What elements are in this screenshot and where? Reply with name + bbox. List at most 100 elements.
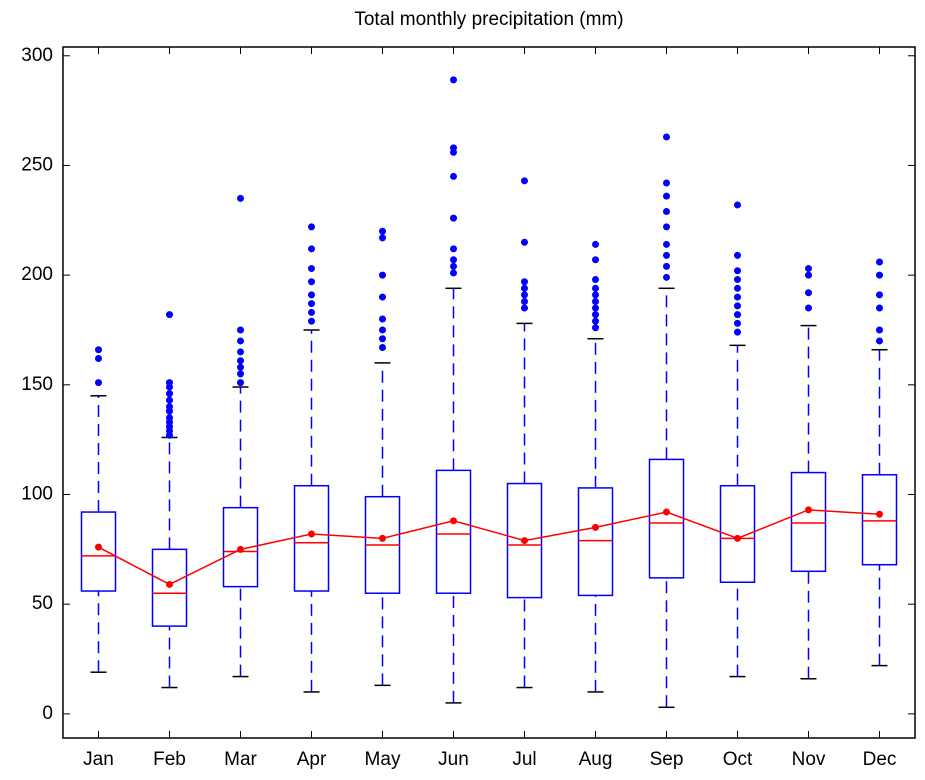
outlier (734, 251, 741, 259)
outlier (308, 308, 315, 316)
outlier (95, 354, 102, 362)
outlier (308, 265, 315, 273)
mean-point (521, 537, 528, 545)
mean-line (98, 509, 880, 586)
x-tick-label: Jun (438, 749, 469, 770)
box (577, 487, 614, 597)
outlier (450, 245, 457, 253)
x-tick-label: May (365, 749, 401, 770)
outlier (805, 265, 812, 273)
outlier (734, 328, 741, 336)
outlier (166, 396, 173, 404)
outlier (237, 194, 244, 202)
outlier (521, 284, 528, 292)
outlier (663, 223, 670, 231)
outlier (521, 304, 528, 312)
outlier (379, 234, 386, 242)
outlier (663, 262, 670, 270)
y-tick-label: 250 (21, 154, 53, 175)
mean-point (450, 517, 457, 525)
x-tick-label: Feb (153, 749, 186, 770)
outlier (592, 256, 599, 264)
outlier (521, 177, 528, 185)
outlier (592, 291, 599, 299)
outlier (237, 326, 244, 334)
box (151, 548, 188, 627)
x-tick-label: Sep (650, 749, 684, 770)
outlier (876, 271, 883, 279)
outlier (521, 278, 528, 286)
outlier (592, 311, 599, 319)
y-tick-label: 0 (42, 703, 53, 724)
box (80, 511, 117, 592)
y-tick-label: 100 (21, 484, 53, 505)
outlier (237, 370, 244, 378)
outlier (379, 227, 386, 235)
mean-point (805, 506, 812, 514)
outlier (521, 238, 528, 246)
plot-frame (62, 46, 916, 739)
outlier (379, 315, 386, 323)
outlier (237, 379, 244, 387)
outlier (592, 240, 599, 248)
box (790, 471, 827, 573)
mean-point (308, 530, 315, 538)
outlier (308, 245, 315, 253)
outlier (663, 192, 670, 200)
outlier (95, 379, 102, 387)
outlier (734, 319, 741, 327)
outlier (379, 335, 386, 343)
x-tick-label: Oct (723, 749, 753, 770)
x-tick-label: Mar (224, 749, 257, 770)
mean-point (876, 510, 883, 518)
box (861, 474, 898, 566)
outlier (237, 337, 244, 345)
box (293, 484, 330, 592)
outlier (379, 326, 386, 334)
mean-point (379, 534, 386, 542)
mean-point (95, 543, 102, 551)
outlier (663, 273, 670, 281)
outlier (876, 258, 883, 266)
outlier (663, 133, 670, 141)
box (222, 506, 259, 588)
outlier (95, 346, 102, 354)
box (435, 469, 472, 594)
outlier (663, 179, 670, 187)
outlier (450, 214, 457, 222)
outlier (450, 172, 457, 180)
outlier (876, 326, 883, 334)
x-tick-label: Jan (83, 749, 114, 770)
outlier (379, 344, 386, 352)
outlier (450, 144, 457, 152)
outlier (379, 271, 386, 279)
mean-point (592, 523, 599, 531)
outlier (450, 262, 457, 270)
outlier (592, 317, 599, 325)
outlier (237, 363, 244, 371)
outlier (876, 291, 883, 299)
outlier (237, 357, 244, 365)
chart-title: Total monthly precipitation (mm) (354, 9, 623, 30)
mean-point (734, 534, 741, 542)
outlier (734, 302, 741, 310)
outlier (308, 317, 315, 325)
outlier (734, 267, 741, 275)
box (506, 482, 543, 599)
mean-point (166, 580, 173, 588)
outlier (805, 271, 812, 279)
mean-point (237, 545, 244, 553)
x-tick-label: Apr (297, 749, 327, 770)
outlier (308, 223, 315, 231)
outlier (592, 297, 599, 305)
outlier (450, 256, 457, 264)
outlier (592, 284, 599, 292)
y-tick-label: 200 (21, 264, 53, 285)
outlier (592, 304, 599, 312)
outlier (876, 337, 883, 345)
outlier (308, 291, 315, 299)
outlier (663, 251, 670, 259)
mean-point (663, 508, 670, 516)
outlier (521, 291, 528, 299)
